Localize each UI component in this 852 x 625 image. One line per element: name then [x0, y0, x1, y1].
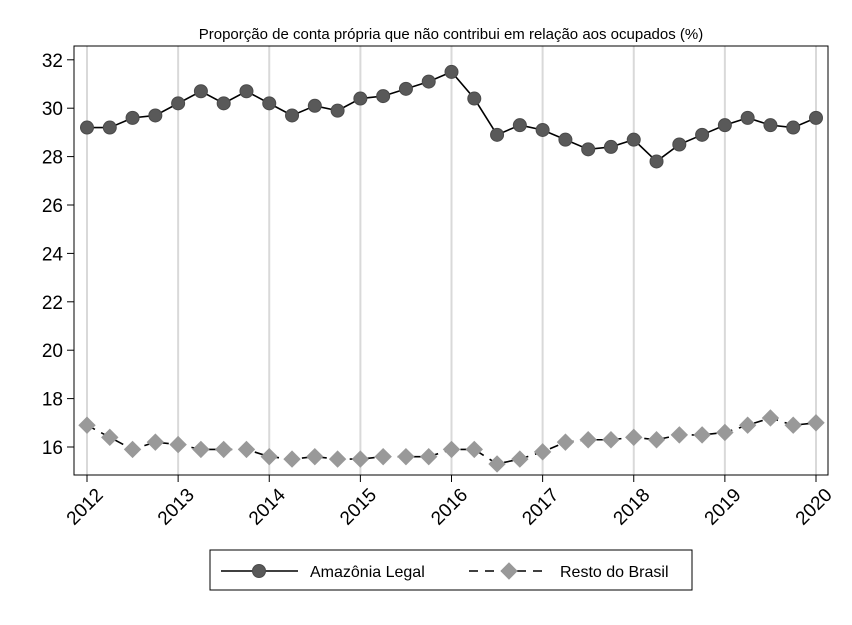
legend-label: Resto do Brasil — [560, 564, 669, 581]
data-point — [511, 450, 529, 468]
data-point — [465, 440, 483, 459]
data-point — [171, 96, 186, 111]
data-point — [490, 127, 505, 142]
legend-items: Amazônia Legal Resto do Brasil — [221, 562, 669, 581]
data-point — [626, 132, 641, 147]
data-point — [761, 409, 780, 427]
data-point — [533, 443, 552, 461]
data-point — [283, 450, 301, 468]
data-point — [78, 416, 96, 434]
data-point — [146, 433, 165, 451]
chart-title: Proporção de conta própria que não contr… — [199, 26, 703, 43]
data-point — [260, 447, 278, 466]
legend-item: Resto do Brasil — [469, 562, 669, 581]
y-tick-label: 32 — [42, 51, 63, 72]
data-point — [148, 108, 163, 123]
y-tick-label: 26 — [42, 196, 63, 217]
data-point — [101, 428, 119, 447]
data-point — [420, 447, 438, 466]
data-point — [602, 431, 620, 449]
y-tick-label: 22 — [42, 293, 63, 314]
data-point — [558, 132, 573, 147]
y-tick-label: 28 — [42, 148, 63, 169]
series-layer — [78, 64, 825, 473]
legend-marker — [252, 564, 266, 578]
data-point — [579, 431, 597, 449]
legend: Amazônia Legal Resto do Brasil — [209, 549, 693, 591]
data-point — [717, 118, 732, 133]
data-point — [649, 154, 664, 169]
data-point — [581, 142, 596, 157]
legend-label: Amazônia Legal — [310, 564, 425, 581]
legend-item: Amazônia Legal — [221, 564, 425, 581]
data-point — [169, 435, 187, 454]
data-point — [670, 426, 689, 444]
legend-marker — [500, 562, 518, 580]
data-point — [809, 110, 823, 125]
data-point — [351, 450, 370, 468]
data-point — [193, 84, 208, 99]
y-tick-label: 20 — [42, 341, 63, 362]
data-point — [672, 137, 687, 152]
y-tick-label: 16 — [42, 438, 63, 459]
data-point — [467, 91, 482, 106]
y-tick-label: 18 — [42, 390, 63, 411]
y-tick-label: 30 — [42, 99, 63, 120]
data-point — [786, 120, 801, 135]
data-point — [512, 118, 527, 133]
data-point — [647, 431, 666, 449]
data-point — [695, 127, 710, 142]
data-point — [716, 423, 734, 442]
data-point — [353, 91, 368, 106]
data-point — [125, 110, 140, 125]
data-point — [807, 414, 825, 432]
data-point — [740, 110, 755, 125]
data-point — [328, 450, 347, 468]
data-point — [330, 103, 345, 118]
data-point — [603, 139, 618, 154]
data-point — [262, 96, 277, 111]
data-point — [123, 440, 142, 459]
series-2 — [78, 409, 825, 473]
data-point — [556, 433, 575, 451]
data-point — [625, 428, 643, 447]
data-point — [285, 108, 300, 123]
data-point — [216, 96, 231, 111]
data-point — [214, 440, 233, 459]
data-point — [444, 64, 459, 79]
y-tick-label: 24 — [42, 244, 64, 265]
data-point — [80, 120, 94, 135]
data-point — [421, 74, 436, 89]
data-point — [488, 455, 506, 473]
data-point — [237, 440, 256, 459]
legend-box — [209, 549, 693, 591]
data-point — [763, 118, 778, 133]
data-point — [738, 416, 757, 434]
data-point — [535, 122, 550, 137]
data-point — [376, 89, 391, 104]
data-point — [192, 440, 210, 459]
data-point — [102, 120, 117, 135]
data-point — [307, 98, 322, 113]
data-point — [397, 447, 415, 466]
data-point — [784, 416, 802, 434]
data-point — [374, 447, 392, 466]
series-1 — [80, 64, 823, 169]
data-point — [693, 426, 711, 444]
data-point — [442, 440, 461, 459]
data-point — [239, 84, 254, 99]
data-point — [306, 447, 324, 466]
data-point — [398, 81, 413, 96]
